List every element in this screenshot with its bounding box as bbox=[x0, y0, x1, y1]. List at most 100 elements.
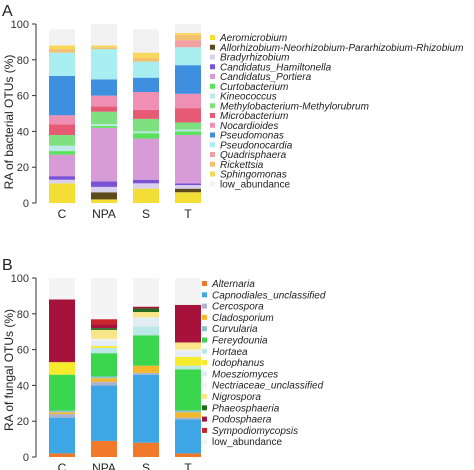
panel-a-legend-swatch bbox=[210, 83, 215, 89]
panel-a-legend-label: Aeromicrobium bbox=[219, 33, 287, 44]
panel-b-bar-segment bbox=[49, 374, 75, 411]
panel-a-legend-swatch bbox=[210, 93, 215, 99]
panel-b-legend-swatch bbox=[202, 337, 207, 343]
panel-a-legend-label: Sphingomonas bbox=[220, 170, 287, 181]
panel-a-legend-swatch bbox=[210, 103, 215, 109]
panel-a-legend-label: Nocardioides bbox=[220, 121, 278, 132]
panel-b-legend-label: Nectriaceae_unclassified bbox=[212, 381, 324, 392]
panel-b-y-tick-label: 40 bbox=[17, 380, 29, 392]
panel-b-y-axis-label: RA of fungal OTUs (%) bbox=[2, 309, 16, 431]
panel-b-bar-segment bbox=[91, 378, 117, 382]
panel-a-bar-segment bbox=[49, 75, 75, 116]
panel-a-bar-segment bbox=[49, 124, 75, 135]
panel-b-legend-swatch bbox=[202, 292, 207, 298]
panel-a-y-tick-label: 80 bbox=[17, 55, 29, 67]
panel-b-bar-segment bbox=[49, 362, 75, 375]
panel-a-bar-segment bbox=[91, 186, 117, 193]
panel-a-bar-segment bbox=[49, 179, 75, 184]
panel-a-bar-segment bbox=[133, 118, 159, 132]
panel-a-legend-label: Microbacterium bbox=[220, 111, 288, 122]
panel-a-bar-segment bbox=[133, 131, 159, 134]
panel-a-legend-swatch bbox=[210, 181, 215, 187]
panel-a-bar-segment bbox=[91, 181, 117, 187]
panel-a-bar-segment bbox=[91, 95, 117, 107]
panel-b-bar-segment bbox=[175, 349, 201, 352]
panel-b-bar-segment bbox=[91, 440, 117, 457]
panel-a-bar-segment bbox=[133, 61, 159, 78]
panel-b-bar-segment bbox=[91, 324, 117, 329]
panel-b-bar-segment bbox=[133, 308, 159, 313]
panel-b-legend-swatch bbox=[202, 405, 207, 411]
panel-b-bar-segment bbox=[91, 376, 117, 379]
panel-a-bar-segment bbox=[133, 109, 159, 119]
panel-a-legend-label: Candidatus_Hamiltonella bbox=[220, 62, 332, 73]
panel-b-legend-label: low_abundance bbox=[212, 437, 282, 448]
panel-b-y-tick-label: 0 bbox=[23, 452, 29, 464]
panel-a-bar-segment bbox=[91, 126, 117, 128]
panel-b-legend-swatch bbox=[202, 326, 207, 332]
panel-a-legend-label: Quadrisphaera bbox=[220, 150, 287, 161]
panel-a-bar-segment bbox=[175, 40, 201, 48]
panel-b-legend-label: Nigrospora bbox=[212, 392, 261, 403]
panel-a-bar-segment bbox=[49, 151, 75, 155]
panel-a-y-tick-label: 20 bbox=[17, 162, 29, 174]
panel-a: A RA of bacterial OTUs (%) 0 20 40 60 80 100 C… bbox=[2, 3, 463, 221]
panel-a-bar-segment bbox=[175, 108, 201, 123]
panel-a-legend-label: Kineococcus bbox=[220, 92, 277, 103]
panel-a-bar-segment bbox=[133, 133, 159, 139]
panel-b-bar-segment bbox=[91, 381, 117, 386]
panel-a-bar-segment bbox=[49, 49, 75, 53]
panel-a-y-tick-label: 60 bbox=[17, 91, 29, 103]
panel-a-bar-segment bbox=[175, 192, 201, 203]
panel-b-legend-label: Sympodiomycopsis bbox=[212, 426, 298, 437]
panel-b-legend-label: Podosphaera bbox=[212, 415, 272, 426]
panel-a-legend-swatch bbox=[210, 152, 215, 157]
panel-b-bar-segment bbox=[91, 329, 117, 339]
panel-a-x-tick-label: C bbox=[58, 207, 67, 221]
panel-a-bar-segment bbox=[175, 183, 201, 186]
panel-b-y-tick-label: 100 bbox=[11, 273, 29, 285]
panel-a-legend-label: Rickettsia bbox=[220, 160, 264, 171]
panel-b-legend-swatch bbox=[202, 427, 207, 433]
panel-b-bar-segment bbox=[133, 326, 159, 336]
panel-a-bar-segment bbox=[91, 24, 117, 46]
panel-a-bar-segment bbox=[49, 29, 75, 46]
panel-b-bar-segment bbox=[91, 346, 117, 348]
panel-a-bar-segment bbox=[49, 52, 75, 76]
panel-a-legend-swatch bbox=[210, 161, 215, 167]
panel-b-bar-segment bbox=[175, 412, 201, 418]
panel-a-legend-swatch bbox=[210, 122, 215, 128]
panel-a-plot: 0 20 40 60 80 100 C NPA S T AeromicrobiumAllorhizo… bbox=[11, 19, 464, 221]
panel-b-y-tick-label: 20 bbox=[17, 416, 29, 428]
panel-a-y-tick-label: 0 bbox=[23, 198, 29, 210]
panel-b-legend-label: Capnodiales_unclassified bbox=[212, 290, 326, 301]
panel-a-bar-segment bbox=[91, 199, 117, 203]
panel-a-legend-swatch bbox=[210, 74, 215, 79]
panel-b-legend-label: Moesziomyces bbox=[212, 369, 278, 380]
panel-a-bar-segment bbox=[175, 185, 201, 189]
panel-b-legend-label: Cladosporium bbox=[212, 313, 274, 324]
panel-b-bar-segment bbox=[133, 317, 159, 327]
panel-a-bar-segment bbox=[175, 134, 201, 184]
panel-a-bar-segment bbox=[175, 32, 201, 35]
panel-b-bar-segment bbox=[133, 372, 159, 375]
panel-b-bar-segment bbox=[91, 385, 117, 441]
panel-b-bar-segment bbox=[175, 304, 201, 343]
panel-b-bar-segment bbox=[91, 338, 117, 341]
panel-b-legend-swatch bbox=[202, 371, 207, 377]
panel-a-x-tick-label: S bbox=[142, 207, 150, 221]
panel-b: B RA of fungal OTUs (%) 0 20 40 60 80 100 C NPA… bbox=[2, 257, 326, 470]
panel-a-bar-segment bbox=[133, 58, 159, 62]
panel-a-bar-segment bbox=[91, 127, 117, 182]
panel-b-bar-segment bbox=[133, 278, 159, 307]
panel-b-legend-label: Hortaea bbox=[212, 347, 248, 358]
panel-a-bar-segment bbox=[133, 92, 159, 110]
panel-b-legend-label: Curvularia bbox=[212, 324, 258, 335]
panel-b-bar-segment bbox=[49, 453, 75, 457]
panel-a-legend-swatch bbox=[210, 54, 215, 60]
panel-b-bar-segment bbox=[175, 419, 201, 454]
panel-b-legend-swatch bbox=[202, 281, 207, 286]
panel-a-bar-segment bbox=[91, 79, 117, 96]
panel-b-x-tick-label: NPA bbox=[92, 461, 116, 470]
panel-a-bar-segment bbox=[175, 122, 201, 130]
